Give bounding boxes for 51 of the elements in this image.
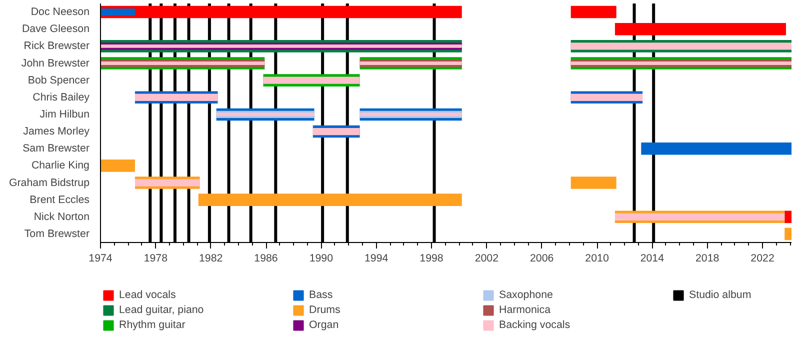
bar — [134, 179, 200, 186]
bar — [784, 228, 792, 240]
y-tick-label: Bob Spencer — [28, 74, 90, 86]
x-tick-label: 1986 — [254, 252, 278, 264]
bar — [312, 128, 360, 136]
legend-label: Backing vocals — [499, 319, 572, 331]
legend-label: Saxophone — [499, 289, 554, 301]
bar — [134, 94, 218, 101]
bar — [784, 210, 792, 224]
y-tick-label: Chris Bailey — [32, 91, 90, 104]
y-tick-label: Tom Brewster — [24, 228, 90, 240]
bar — [570, 176, 616, 189]
y-tick-label: John Brewster — [21, 57, 90, 70]
legend-label: Studio album — [689, 289, 752, 301]
x-tick-label: 2014 — [640, 252, 664, 264]
x-tick-label: 1990 — [309, 252, 334, 264]
x-tick-label: 2022 — [750, 252, 774, 264]
y-tick-label: Charlie King — [31, 160, 90, 172]
x-tick-label: 2006 — [530, 252, 554, 264]
x-tick-label: 2002 — [474, 252, 499, 264]
y-tick-label: James Morley — [23, 126, 90, 138]
y-tick-label: Dave Gleeson — [22, 23, 90, 36]
y-tick-label: Jim Hilbun — [40, 108, 90, 120]
legend-label: Organ — [309, 319, 340, 331]
legend-label: Bass — [309, 289, 334, 301]
bar — [641, 142, 792, 155]
y-tick-label: Sam Brewster — [22, 142, 90, 155]
legend-label: Lead vocals — [119, 289, 177, 301]
bar — [263, 76, 360, 84]
y-tick-label: Nick Norton — [34, 210, 90, 223]
x-tick-label: 1978 — [144, 252, 168, 264]
legend-label: Rhythm guitar — [119, 319, 186, 331]
x-tick-label: 2018 — [696, 252, 720, 264]
bar — [198, 194, 462, 206]
x-tick-label: 1974 — [88, 252, 112, 264]
legend-label: Harmonica — [499, 304, 552, 316]
bar — [614, 22, 786, 36]
bar — [100, 6, 462, 18]
x-tick-label: 1998 — [420, 252, 444, 264]
bar — [614, 213, 785, 220]
x-tick-label: 1982 — [198, 252, 223, 264]
y-tick-label: Graham Bidstrup — [8, 176, 90, 189]
y-tick-label: Doc Neeson — [30, 6, 90, 18]
legend-label: Drums — [309, 304, 342, 316]
bar — [100, 160, 135, 172]
bar — [570, 6, 616, 18]
x-tick-label: 2010 — [585, 252, 609, 264]
legend-label: Lead guitar, piano — [119, 304, 205, 316]
x-tick-label: 1994 — [364, 252, 388, 264]
y-tick-label: Rick Brewster — [24, 40, 90, 52]
y-tick-label: Brent Eccles — [30, 194, 90, 206]
